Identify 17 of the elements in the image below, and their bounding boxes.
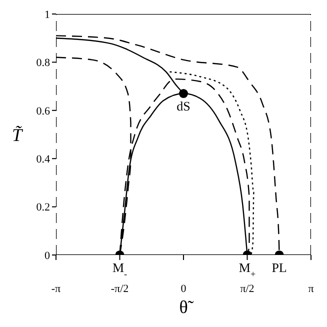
annotation: M$_{+}$ xyxy=(238,260,256,279)
y-tick-label: 0.4 xyxy=(36,154,50,166)
y-tick-label: 1 xyxy=(44,8,50,21)
y-axis-title: T̃ xyxy=(12,124,24,145)
x-tick-label: π xyxy=(308,282,314,295)
y-tick-label: 0.2 xyxy=(36,202,50,214)
annotation: M$_{-}$ xyxy=(112,260,128,279)
y-tick-label: 0.6 xyxy=(36,105,50,118)
y-tick-label: 0 xyxy=(44,250,50,262)
annotation: PL xyxy=(272,260,287,275)
x-axis-title: θ̃ xyxy=(179,297,194,317)
y-tick-label: 0.8 xyxy=(36,57,50,70)
x-tick-label: π/2 xyxy=(240,282,254,295)
annotation: dS xyxy=(176,98,190,114)
x-tick-label: -π/2 xyxy=(110,282,129,295)
x-tick-label: -π xyxy=(51,282,62,295)
x-tick-label: 0 xyxy=(180,282,187,295)
